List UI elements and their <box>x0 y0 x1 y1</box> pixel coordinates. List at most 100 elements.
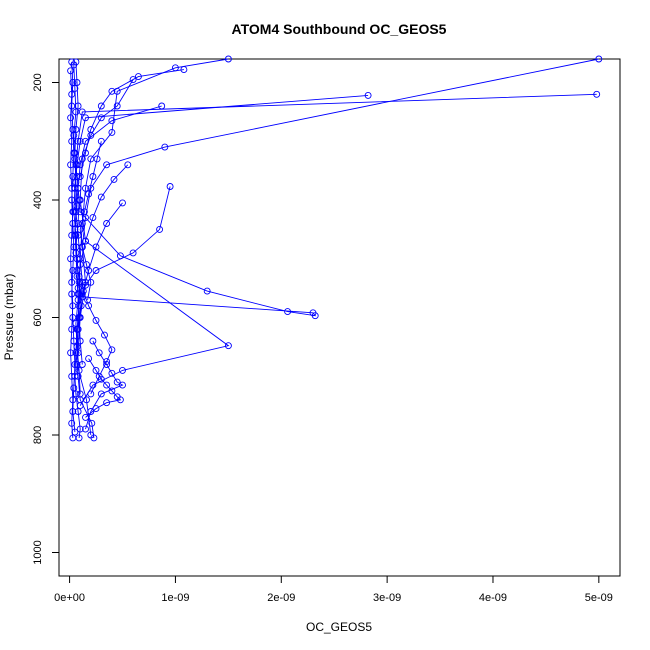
data-point <box>93 155 101 163</box>
x-tick-label: 1e-09 <box>161 592 189 604</box>
data-point <box>97 193 105 201</box>
data-point <box>73 272 81 280</box>
y-axis-label: Pressure (mbar) <box>2 274 16 361</box>
data-point <box>74 408 82 415</box>
data-point <box>76 402 84 410</box>
data-point <box>69 302 77 310</box>
data-point <box>87 278 95 286</box>
y-tick-label: 400 <box>32 191 44 209</box>
data-point <box>311 312 319 320</box>
series-line <box>78 276 113 395</box>
data-point <box>72 249 80 257</box>
data-point <box>85 190 93 198</box>
data-point <box>108 128 116 136</box>
data-point <box>87 131 95 139</box>
data-point <box>72 108 80 116</box>
data-point <box>89 337 97 345</box>
series-line <box>77 186 317 317</box>
data-point <box>134 73 142 81</box>
x-axis-label: OC_GEOS5 <box>306 620 372 634</box>
series-line <box>73 93 597 438</box>
plot-frame <box>58 58 621 577</box>
data-point <box>97 102 105 110</box>
data-point <box>76 208 84 216</box>
data-point <box>95 349 103 357</box>
y-tick-label: 600 <box>32 308 44 326</box>
data-point <box>108 87 116 95</box>
data-point <box>593 90 601 98</box>
x-tick-label: 2e-09 <box>267 592 295 604</box>
x-tick-label: 3e-09 <box>373 592 401 604</box>
data-point <box>119 199 126 207</box>
series-line <box>79 69 184 177</box>
data-point <box>92 243 100 251</box>
data-point <box>116 396 124 404</box>
series-line <box>79 141 102 300</box>
data-point <box>224 342 232 350</box>
series-line <box>85 340 124 430</box>
data-point <box>87 390 95 398</box>
data-point <box>103 358 111 366</box>
series-line <box>76 58 229 436</box>
data-point <box>161 143 169 151</box>
series-line <box>74 61 83 365</box>
data-point <box>68 58 76 66</box>
data-point <box>68 137 76 145</box>
data-point <box>87 408 95 415</box>
data-point <box>113 378 121 386</box>
data-point <box>95 372 103 380</box>
series-line <box>78 202 123 318</box>
data-point <box>78 361 86 368</box>
series-line <box>77 164 129 289</box>
data-point <box>364 91 372 99</box>
data-point <box>158 102 166 110</box>
data-point <box>69 79 77 86</box>
series-line <box>70 70 74 438</box>
data-point <box>75 196 83 204</box>
data-point <box>82 413 89 421</box>
y-tick-label: 1000 <box>32 540 44 564</box>
data-point <box>97 137 105 145</box>
data-point <box>116 252 124 260</box>
data-point <box>97 390 105 398</box>
data-point <box>101 331 108 339</box>
series-line <box>74 94 369 438</box>
x-tick-label: 5e-09 <box>585 592 613 604</box>
data-point <box>166 183 174 190</box>
data-point <box>113 102 121 110</box>
series-line <box>71 61 76 433</box>
data-point <box>129 249 137 257</box>
data-point <box>97 114 105 122</box>
data-point <box>73 79 81 86</box>
series-line <box>85 358 122 418</box>
data-point <box>284 308 292 316</box>
data-point <box>68 231 76 239</box>
y-tick-label: 800 <box>32 426 44 444</box>
data-point <box>108 369 116 377</box>
data-point <box>67 349 75 357</box>
data-point <box>129 76 137 84</box>
data-point <box>85 355 93 363</box>
data-point <box>69 173 77 180</box>
x-tick-label: 4e-09 <box>479 592 507 604</box>
y-tick-label: 200 <box>32 73 44 91</box>
data-point <box>108 346 116 354</box>
data-point <box>76 137 84 145</box>
x-axis: 0e+00 1e-09 2e-09 3e-09 4e-09 5e-09 <box>54 575 613 604</box>
data-point <box>595 55 603 63</box>
data-point <box>68 184 76 192</box>
data-point <box>75 366 83 374</box>
data-point <box>67 114 75 122</box>
data-point <box>92 316 100 324</box>
data-point <box>82 114 89 122</box>
data-point <box>70 384 78 392</box>
data-point <box>224 55 232 63</box>
data-point <box>71 428 79 436</box>
data-point <box>67 67 75 75</box>
data-point <box>73 361 81 368</box>
data-point <box>84 296 92 304</box>
data-point <box>80 208 88 216</box>
data-point <box>89 173 97 180</box>
data-point <box>119 381 126 389</box>
data-point <box>88 419 96 427</box>
